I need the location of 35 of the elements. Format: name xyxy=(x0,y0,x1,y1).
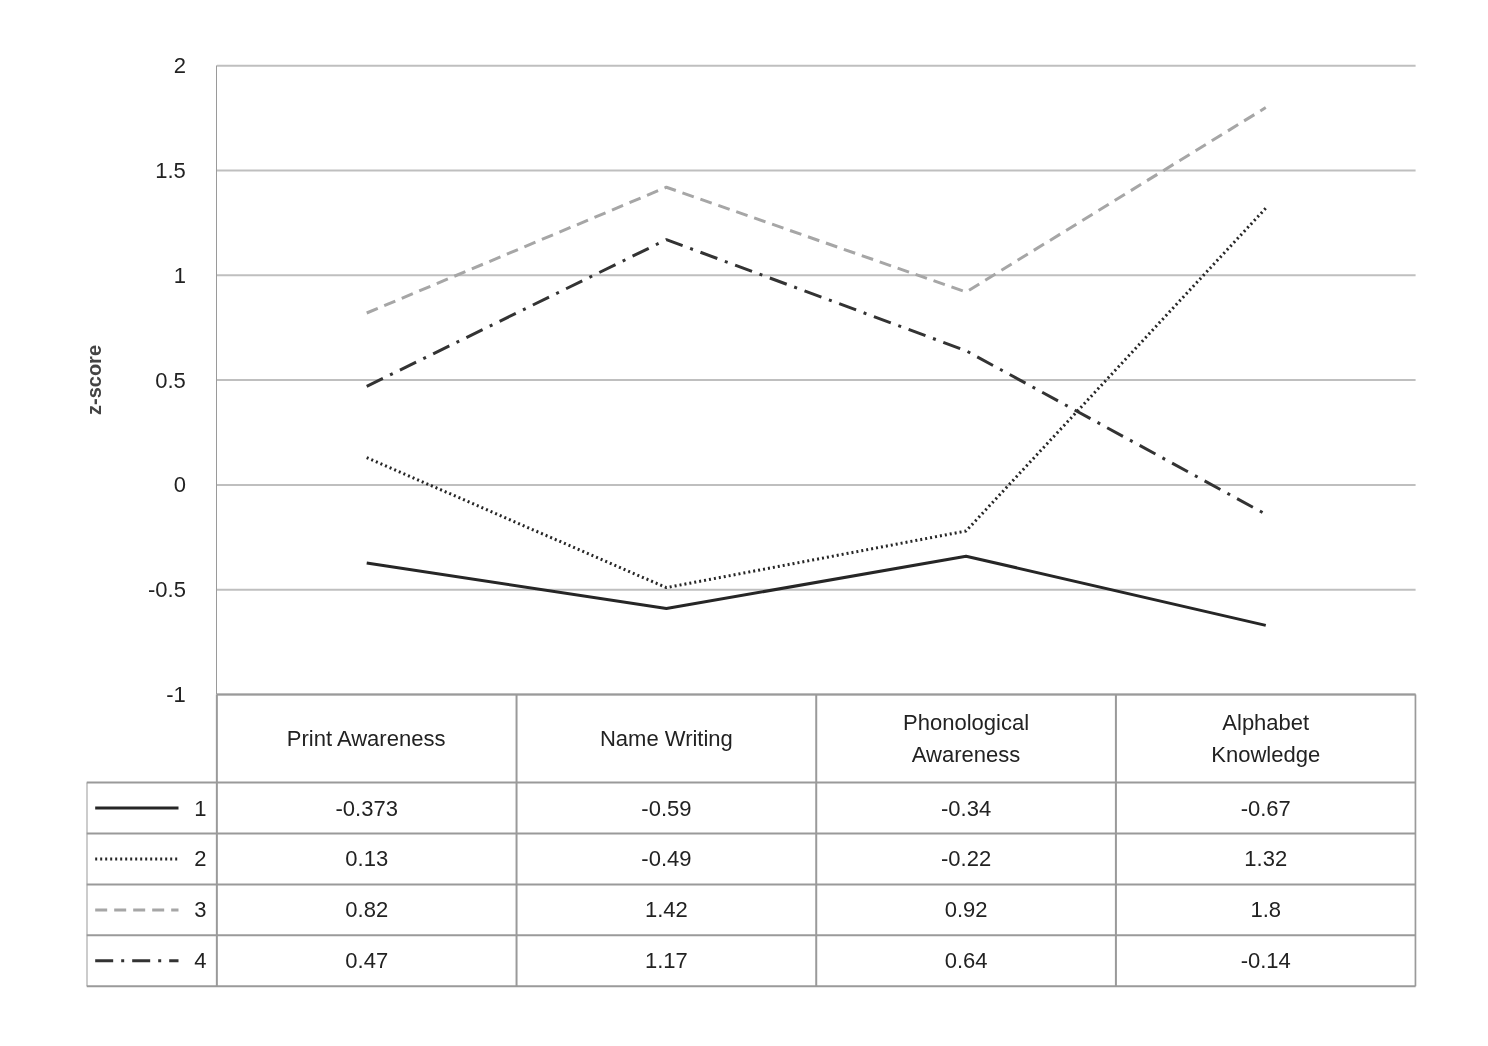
data-label: -0.22 xyxy=(941,846,992,872)
data-label: -0.49 xyxy=(641,846,692,872)
data-label: 0.92 xyxy=(944,897,988,923)
data-label: 1.8 xyxy=(1250,897,1282,923)
data-label: -0.67 xyxy=(1240,795,1291,821)
legend-label: 3 xyxy=(194,897,207,923)
legend-label: 1 xyxy=(194,795,207,821)
data-label: -0.59 xyxy=(641,795,692,821)
x-tick-label: Phonological Awareness xyxy=(903,710,1030,767)
y-tick-label: -1 xyxy=(166,682,186,708)
y-tick-label: 0.5 xyxy=(155,367,186,393)
legend-label: 4 xyxy=(194,948,207,974)
y-tick-label: -0.5 xyxy=(147,577,186,603)
x-tick-label: Name Writing xyxy=(599,726,733,752)
data-label: 0.47 xyxy=(345,948,389,974)
line-series xyxy=(365,106,1268,315)
data-label: 1.17 xyxy=(644,948,688,974)
y-tick-label: 2 xyxy=(173,53,186,79)
data-label: 0.13 xyxy=(345,846,389,872)
y-tick-label: 1.5 xyxy=(155,157,186,183)
data-label: -0.373 xyxy=(335,795,398,821)
y-axis-title: z-score xyxy=(82,344,105,416)
data-label: 1.42 xyxy=(644,897,688,923)
line-series xyxy=(365,554,1268,627)
data-label: 0.82 xyxy=(345,897,389,923)
data-label: -0.34 xyxy=(941,795,992,821)
y-tick-label: 0 xyxy=(173,472,186,498)
line-series xyxy=(365,206,1268,590)
x-tick-label: Alphabet Knowledge xyxy=(1211,710,1321,767)
data-label: 0.64 xyxy=(944,948,988,974)
data-label: 1.32 xyxy=(1244,846,1288,872)
legend-label: 2 xyxy=(194,846,207,872)
data-label: -0.14 xyxy=(1240,948,1291,974)
y-tick-label: 1 xyxy=(173,262,186,288)
x-tick-label: Print Awareness xyxy=(286,726,446,752)
